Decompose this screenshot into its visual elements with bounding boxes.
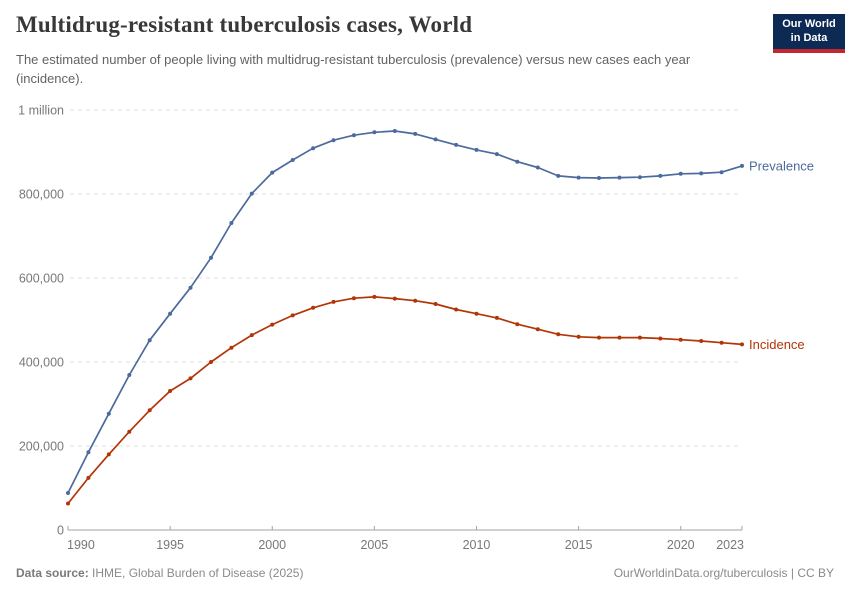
incidence-point[interactable] — [311, 305, 316, 310]
prevalence-point[interactable] — [270, 170, 275, 175]
prevalence-point[interactable] — [290, 158, 295, 162]
incidence-point[interactable] — [290, 313, 295, 318]
incidence-point[interactable] — [454, 307, 459, 312]
owid-logo[interactable]: Our World in Data — [773, 14, 845, 53]
prevalence-point[interactable] — [719, 170, 724, 175]
prevalence-point[interactable] — [66, 491, 70, 495]
incidence-point[interactable] — [229, 345, 234, 350]
prevalence-point[interactable] — [678, 171, 683, 176]
incidence-point[interactable] — [351, 296, 356, 301]
logo-line-1: Our World — [782, 18, 836, 30]
incidence-point[interactable] — [515, 322, 520, 327]
x-tick-label: 2005 — [360, 538, 388, 552]
x-tick-label: 2020 — [667, 538, 695, 552]
prevalence-point[interactable] — [535, 165, 540, 170]
prevalence-point[interactable] — [392, 129, 397, 133]
y-tick-label: 800,000 — [19, 188, 64, 202]
data-source-text: IHME, Global Burden of Disease (2025) — [88, 566, 304, 580]
incidence-point[interactable] — [66, 501, 70, 506]
incidence-point[interactable] — [740, 342, 744, 347]
x-tick-label: 2015 — [565, 538, 593, 552]
incidence-line[interactable] — [67, 296, 743, 505]
attribution-link[interactable]: OurWorldinData.org/tuberculosis | CC BY — [613, 566, 834, 580]
y-tick-label: 600,000 — [19, 272, 64, 286]
chart-subtitle: The estimated number of people living wi… — [16, 52, 691, 86]
data-source: Data source: IHME, Global Burden of Dise… — [16, 566, 303, 580]
incidence-point[interactable] — [413, 298, 418, 303]
prevalence-point[interactable] — [474, 147, 479, 152]
prevalence-line[interactable] — [67, 130, 743, 494]
prevalence-point[interactable] — [351, 133, 356, 138]
prevalence-point[interactable] — [494, 152, 499, 157]
y-tick-label: 1 million — [18, 104, 64, 118]
prevalence-point[interactable] — [617, 175, 622, 180]
prevalence-point[interactable] — [637, 175, 642, 180]
page-title: Multidrug-resistant tuberculosis cases, … — [16, 12, 473, 37]
y-tick-label: 0 — [57, 524, 64, 538]
incidence-point[interactable] — [576, 334, 581, 339]
prevalence-point[interactable] — [576, 175, 581, 180]
prevalence-point[interactable] — [413, 131, 418, 136]
prevalence-series-label[interactable]: Prevalence — [749, 158, 814, 173]
incidence-point[interactable] — [249, 333, 254, 338]
incidence-point[interactable] — [597, 335, 601, 340]
incidence-point[interactable] — [719, 340, 724, 345]
incidence-point[interactable] — [535, 327, 540, 332]
prevalence-point[interactable] — [229, 221, 234, 225]
incidence-point[interactable] — [372, 294, 377, 299]
prevalence-point[interactable] — [86, 450, 91, 455]
y-tick-label: 200,000 — [19, 440, 64, 454]
prevalence-point[interactable] — [331, 138, 336, 143]
incidence-point[interactable] — [617, 335, 622, 340]
prevalence-point[interactable] — [658, 173, 663, 178]
logo-line-2: in Data — [790, 31, 828, 44]
prevalence-point[interactable] — [740, 163, 744, 168]
incidence-point[interactable] — [127, 429, 132, 434]
prevalence-point[interactable] — [433, 137, 438, 142]
x-tick-label: 1995 — [156, 538, 184, 552]
incidence-series-label[interactable]: Incidence — [749, 337, 805, 352]
incidence-point[interactable] — [331, 299, 336, 304]
prevalence-point[interactable] — [106, 411, 111, 416]
incidence-point[interactable] — [168, 389, 173, 393]
prevalence-point[interactable] — [699, 171, 704, 176]
x-tick-label: 2000 — [258, 538, 286, 552]
prevalence-point[interactable] — [127, 373, 132, 377]
prevalence-point[interactable] — [147, 338, 152, 343]
prevalence-point[interactable] — [168, 311, 173, 316]
incidence-point[interactable] — [699, 339, 704, 343]
incidence-point[interactable] — [392, 296, 397, 301]
incidence-point[interactable] — [106, 452, 111, 457]
x-tick-label: 1990 — [67, 538, 95, 552]
incidence-point[interactable] — [494, 315, 499, 320]
incidence-point[interactable] — [433, 302, 438, 306]
prevalence-point[interactable] — [556, 173, 561, 178]
prevalence-point[interactable] — [311, 146, 316, 151]
incidence-point[interactable] — [637, 335, 642, 340]
prevalence-point[interactable] — [249, 191, 254, 196]
incidence-point[interactable] — [147, 408, 152, 413]
incidence-point[interactable] — [86, 475, 91, 480]
prevalence-point[interactable] — [597, 176, 601, 180]
y-tick-label: 400,000 — [19, 356, 64, 370]
chart-footer: Data source: IHME, Global Burden of Dise… — [16, 566, 834, 580]
incidence-point[interactable] — [556, 332, 561, 337]
data-source-label: Data source: — [16, 566, 89, 580]
prevalence-point[interactable] — [188, 285, 193, 290]
incidence-point[interactable] — [658, 336, 663, 341]
prevalence-point[interactable] — [454, 142, 459, 147]
x-tick-label: 2010 — [463, 538, 491, 552]
incidence-point[interactable] — [678, 337, 683, 342]
prevalence-point[interactable] — [515, 159, 520, 164]
prevalence-point[interactable] — [372, 130, 377, 135]
incidence-point[interactable] — [209, 360, 213, 364]
incidence-point[interactable] — [270, 322, 275, 327]
incidence-point[interactable] — [474, 311, 479, 316]
incidence-point[interactable] — [188, 376, 193, 381]
x-tick-label: 2023 — [716, 538, 744, 552]
prevalence-point[interactable] — [209, 255, 213, 260]
